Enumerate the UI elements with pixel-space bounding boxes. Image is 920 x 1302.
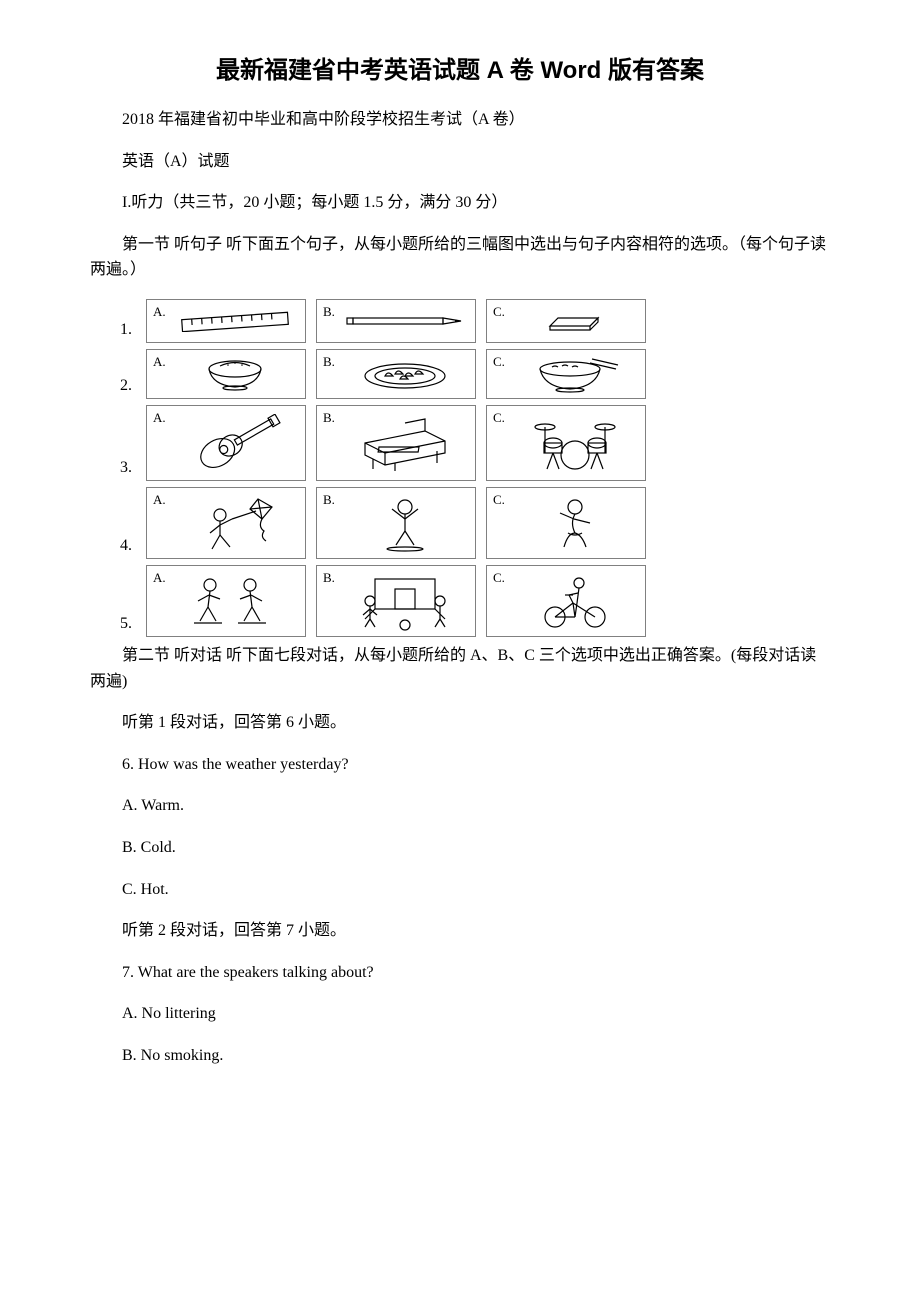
option-letter: C. <box>493 410 505 426</box>
option-1b: B. <box>316 299 476 343</box>
option-letter: C. <box>493 304 505 320</box>
cycling-icon <box>511 571 639 631</box>
dancing-child-icon <box>511 493 639 553</box>
pencil-icon <box>341 314 469 328</box>
option-5b: B. <box>316 565 476 637</box>
question-7: 7. What are the speakers talking about? <box>90 960 830 986</box>
document-page: 最新福建省中考英语试题 A 卷 Word 版有答案 2018 年福建省初中毕业和… <box>0 0 920 1302</box>
rice-bowl-icon <box>172 355 299 393</box>
drums-icon <box>511 413 639 473</box>
exam-subject-line: 英语（A）试题 <box>90 149 830 175</box>
question-number: 1. <box>120 321 132 343</box>
question-number: 5. <box>120 615 132 637</box>
option-letter: C. <box>493 354 505 370</box>
section1-instructions: 第一节 听句子 听下面五个句子，从每小题所给的三幅图中选出与句子内容相符的选项。… <box>90 232 830 283</box>
kite-flying-icon <box>172 493 299 553</box>
piano-icon <box>341 413 469 473</box>
question-6-option-a: A. Warm. <box>90 793 830 819</box>
option-3b: B. <box>316 405 476 481</box>
option-letter: B. <box>323 304 335 320</box>
option-letter: A. <box>153 354 166 370</box>
dialogue-2-prompt: 听第 2 段对话，回答第 7 小题。 <box>90 918 830 944</box>
question-7-option-b: B. No smoking. <box>90 1043 830 1069</box>
question-5-row: 5. A. <box>120 565 830 637</box>
football-icon <box>341 571 469 631</box>
guitar-icon <box>172 414 299 472</box>
exam-header-line: 2018 年福建省初中毕业和高中阶段学校招生考试（A 卷） <box>90 107 830 133</box>
dumplings-plate-icon <box>341 356 469 392</box>
section-listening-header: I.听力（共三节，20 小题；每小题 1.5 分，满分 30 分） <box>90 190 830 216</box>
option-letter: A. <box>153 304 166 320</box>
option-letter: B. <box>323 492 335 508</box>
option-letter: A. <box>153 410 166 426</box>
question-7-option-a: A. No littering <box>90 1001 830 1027</box>
option-1c: C. <box>486 299 646 343</box>
jumping-child-icon <box>341 493 469 553</box>
option-2c: C. <box>486 349 646 399</box>
option-4a: A. <box>146 487 306 559</box>
option-2a: A. <box>146 349 306 399</box>
dialogue-1-prompt: 听第 1 段对话，回答第 6 小题。 <box>90 710 830 736</box>
option-2b: B. <box>316 349 476 399</box>
question-3-row: 3. A. B. <box>120 405 830 481</box>
question-number: 2. <box>120 377 132 399</box>
question-4-row: 4. A. B. <box>120 487 830 559</box>
option-letter: A. <box>153 492 166 508</box>
question-6-option-b: B. Cold. <box>90 835 830 861</box>
option-letter: C. <box>493 570 505 586</box>
option-4c: C. <box>486 487 646 559</box>
question-1-row: 1. A. <box>120 299 830 343</box>
option-3c: C. <box>486 405 646 481</box>
skating-children-icon <box>172 571 299 631</box>
option-letter: B. <box>323 410 335 426</box>
option-5c: C. <box>486 565 646 637</box>
option-letter: B. <box>323 354 335 370</box>
noodles-bowl-icon <box>511 355 639 393</box>
question-6: 6. How was the weather yesterday? <box>90 752 830 778</box>
question-number: 3. <box>120 459 132 481</box>
question-2-row: 2. A. B. <box>120 349 830 399</box>
question-6-option-c: C. Hot. <box>90 877 830 903</box>
option-1a: A. <box>146 299 306 343</box>
section2-instructions: 第二节 听对话 听下面七段对话，从每小题所给的 A、B、C 三个选项中选出正确答… <box>90 643 830 694</box>
option-5a: A. <box>146 565 306 637</box>
option-letter: A. <box>153 570 166 586</box>
option-4b: B. <box>316 487 476 559</box>
ruler-icon <box>172 310 299 332</box>
question-number: 4. <box>120 537 132 559</box>
eraser-icon <box>511 306 639 336</box>
option-letter: C. <box>493 492 505 508</box>
document-title: 最新福建省中考英语试题 A 卷 Word 版有答案 <box>90 50 830 85</box>
option-3a: A. <box>146 405 306 481</box>
option-letter: B. <box>323 570 335 586</box>
